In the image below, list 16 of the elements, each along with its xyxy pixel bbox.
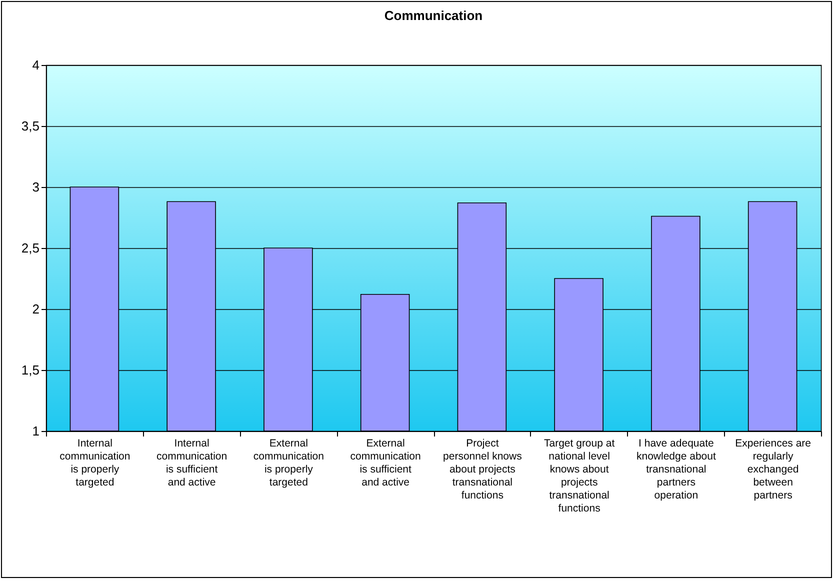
x-tick-label: Experiences are regularly exchanged between partners <box>735 438 812 502</box>
x-tick-label: Target group at national level knows about projects transnational functions <box>544 438 615 514</box>
y-tick-label: 4 <box>32 58 40 72</box>
chart-title: Communication <box>384 8 483 23</box>
y-tick-label: 2,5 <box>21 240 40 256</box>
y-tick-label: 3 <box>32 180 40 194</box>
y-tick-label: 2 <box>32 302 40 316</box>
y-tick-label: 3,5 <box>21 118 40 134</box>
x-tick-label: I have adequate knowledge about transnational partners operation <box>636 438 716 502</box>
x-tick-label: External communication is properly targeted <box>253 438 324 488</box>
x-tick-label: Internal communication is properly targeted <box>60 438 130 488</box>
y-tick-label: 1 <box>32 424 40 438</box>
y-tick-label: 1,5 <box>21 362 40 378</box>
x-tick-label: External communication is sufficient and active <box>350 438 422 488</box>
x-tick-label: Project personnel knows about projects transnational functions <box>443 438 522 502</box>
x-tick-label: Internal communication is sufficient and active <box>156 438 228 488</box>
